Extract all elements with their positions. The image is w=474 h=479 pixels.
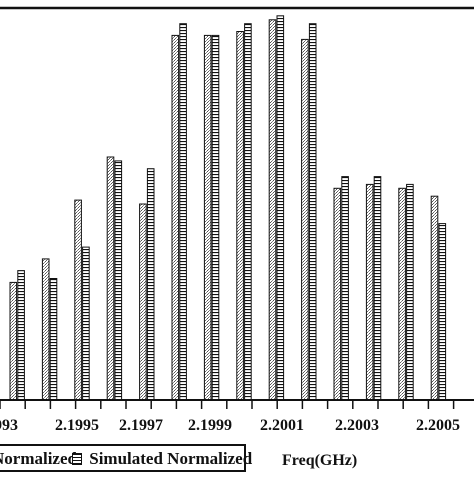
bar-simulated-4 <box>146 168 155 401</box>
bars-layer <box>9 15 447 401</box>
x-tick-label: 2.1997 <box>119 417 163 434</box>
x-tick-label: 2.1995 <box>55 417 99 434</box>
bar-simulated-9 <box>308 23 317 401</box>
bar-simulated-0 <box>17 270 25 401</box>
legend-item-measured: Normalized <box>0 449 77 469</box>
bar-measured-3 <box>106 156 115 401</box>
bar-measured-5 <box>171 34 180 401</box>
legend-swatch-simulated <box>72 453 82 465</box>
legend-label-simulated: Simulated Normalized <box>89 449 253 468</box>
bar-measured-2 <box>74 199 82 401</box>
bar-measured-1 <box>41 258 50 401</box>
bar-measured-7 <box>236 31 244 401</box>
bar-measured-11 <box>365 183 374 401</box>
x-tick-label: 2.2003 <box>335 417 379 434</box>
bar-simulated-5 <box>179 23 187 401</box>
bar-simulated-13 <box>438 223 447 401</box>
bar-simulated-6 <box>211 34 220 401</box>
legend-item-simulated: Simulated Normalized <box>72 449 252 469</box>
legend-label-measured: Normalized <box>0 449 77 468</box>
bar-simulated-8 <box>276 15 285 401</box>
x-tick-label: 2.2005 <box>416 417 460 434</box>
bar-measured-12 <box>398 187 406 401</box>
bar-measured-8 <box>268 19 277 401</box>
bar-simulated-1 <box>49 278 58 401</box>
bar-measured-13 <box>430 195 439 401</box>
bar-simulated-12 <box>406 183 414 401</box>
bar-measured-10 <box>333 187 342 401</box>
axis-layer: 2.1993 2.1995 2.1997 2.1999 2.2001 2.2003 2.20… <box>0 6 474 434</box>
bar-measured-4 <box>139 203 147 401</box>
bar-simulated-11 <box>373 176 382 401</box>
bar-simulated-3 <box>114 160 123 401</box>
bar-simulated-2 <box>82 246 90 401</box>
x-tick-label: 2.1993 <box>0 417 18 434</box>
x-tick-label: 2.2001 <box>260 417 304 434</box>
bar-measured-6 <box>203 34 212 401</box>
bar-simulated-7 <box>244 23 252 401</box>
bar-simulated-10 <box>341 176 349 401</box>
legend: Normalized Simulated Normalized <box>0 444 252 472</box>
bar-measured-9 <box>301 38 309 401</box>
x-axis-title: Freq(GHz) <box>282 452 358 469</box>
x-tick-label: 2.1999 <box>188 417 232 434</box>
bar-measured-0 <box>9 281 18 401</box>
